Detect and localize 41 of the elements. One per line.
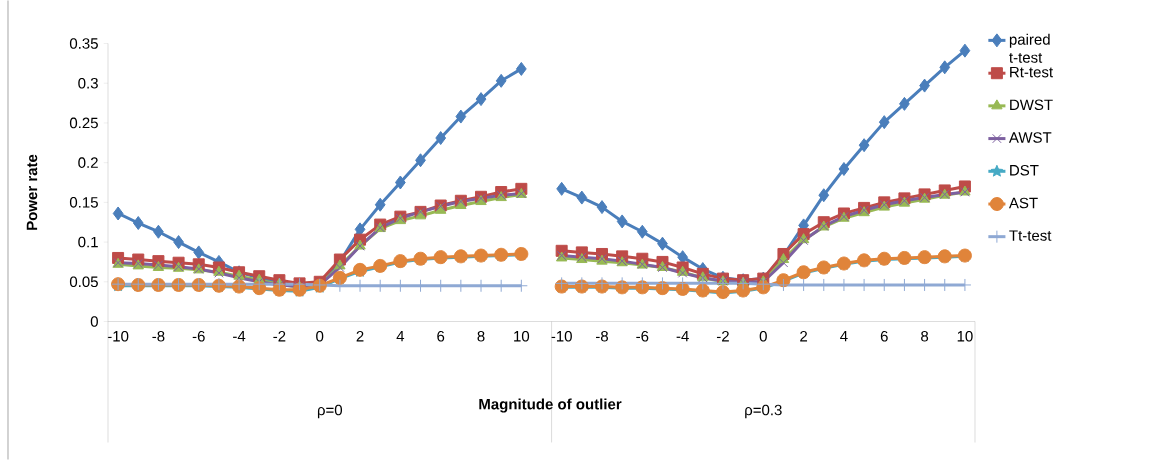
y-tick-label: 0.3 bbox=[78, 77, 98, 89]
x-tick-label: -2 bbox=[273, 330, 286, 342]
x-tick-label: -6 bbox=[636, 330, 649, 342]
legend-label: Tt-test bbox=[1009, 230, 1052, 241]
legend-label: AST bbox=[1008, 197, 1038, 209]
y-tick-label: 0.25 bbox=[69, 117, 98, 129]
x-tick-label: -8 bbox=[595, 330, 608, 342]
legend-label: DWST bbox=[1010, 99, 1053, 111]
x-axis-title: Magnitude of outlier bbox=[479, 398, 622, 413]
x-tick-label: -2 bbox=[716, 330, 729, 342]
x-tick-label: 8 bbox=[477, 330, 485, 342]
x-tick-label: 4 bbox=[840, 330, 848, 342]
text: ρ=0 bbox=[317, 404, 343, 419]
legend-label: DST bbox=[1010, 164, 1039, 176]
x-tick-label: -10 bbox=[551, 330, 572, 342]
x-tick-label: -8 bbox=[152, 330, 165, 342]
x-tick-label: 10 bbox=[514, 330, 530, 342]
y-tick-label: 0.2 bbox=[78, 157, 98, 168]
x-tick-label: 0 bbox=[759, 330, 767, 342]
x-tick-label: 2 bbox=[356, 330, 364, 342]
y-tick-label: 0.1 bbox=[78, 236, 98, 248]
y-tick-label: 0.05 bbox=[69, 276, 98, 288]
y-tick-label: 0.15 bbox=[69, 197, 98, 208]
x-tick-label: 2 bbox=[800, 330, 808, 342]
text: ρ=0.3 bbox=[745, 404, 782, 419]
x-tick-label: 4 bbox=[396, 330, 405, 342]
x-tick-label: -4 bbox=[676, 330, 689, 342]
x-tick-label: 0 bbox=[316, 330, 324, 342]
x-tick-label: 6 bbox=[880, 330, 888, 342]
x-tick-label: -6 bbox=[192, 330, 205, 342]
x-tick-label: 6 bbox=[437, 330, 445, 342]
y-axis-title: Power rate bbox=[26, 154, 38, 230]
x-tick-label: -10 bbox=[107, 330, 129, 342]
legend-label: AWST bbox=[1008, 132, 1052, 143]
legend-label: paired t-test bbox=[1009, 33, 1050, 63]
legend-label: Rt-test bbox=[1010, 66, 1053, 78]
x-tick-label: 8 bbox=[921, 330, 929, 342]
x-tick-label: -4 bbox=[233, 330, 246, 342]
x-tick-label: 10 bbox=[957, 330, 973, 342]
y-tick-label: 0.35 bbox=[69, 38, 98, 49]
y-tick-label: 0 bbox=[90, 316, 98, 327]
